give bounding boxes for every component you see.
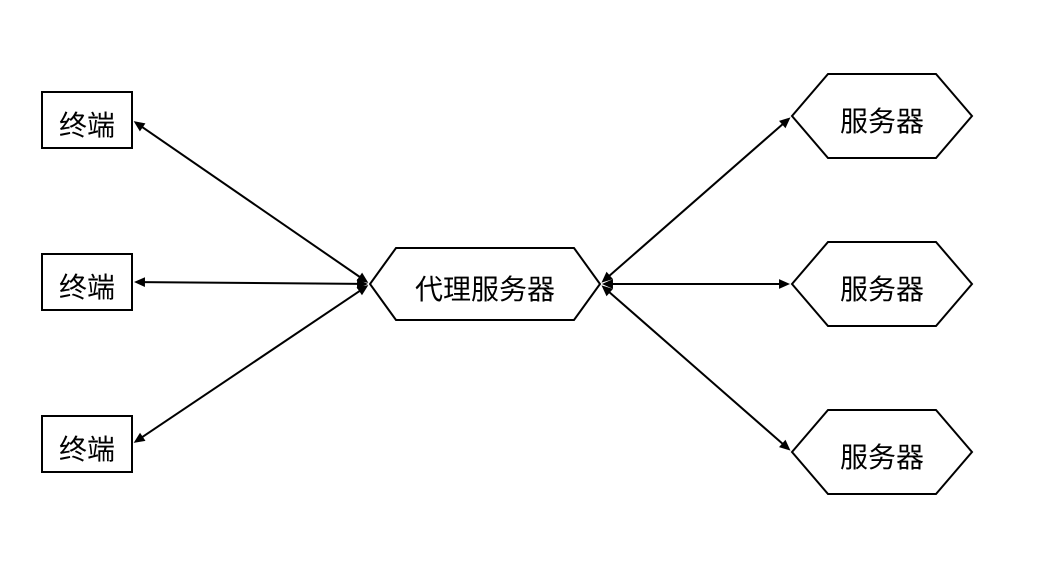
network-diagram	[0, 0, 1044, 574]
